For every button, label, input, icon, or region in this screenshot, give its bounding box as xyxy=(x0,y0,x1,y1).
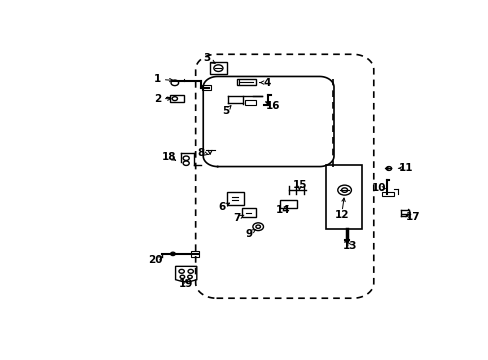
Bar xyxy=(169,95,183,102)
Text: 14: 14 xyxy=(275,205,289,215)
Circle shape xyxy=(337,185,351,195)
Text: 10: 10 xyxy=(371,183,386,193)
Text: 17: 17 xyxy=(406,212,420,222)
Text: 3: 3 xyxy=(203,53,210,63)
Circle shape xyxy=(171,80,178,86)
Circle shape xyxy=(341,188,347,192)
Bar xyxy=(242,208,255,217)
Text: 1: 1 xyxy=(154,74,161,84)
Circle shape xyxy=(170,252,175,256)
Circle shape xyxy=(172,97,177,100)
Bar xyxy=(202,85,210,90)
Text: 4: 4 xyxy=(264,77,271,87)
Text: 15: 15 xyxy=(292,180,306,190)
Text: 6: 6 xyxy=(218,202,225,212)
Bar xyxy=(191,251,199,257)
Text: 20: 20 xyxy=(148,255,163,265)
Circle shape xyxy=(255,225,260,228)
Bar xyxy=(280,200,296,208)
Text: 18: 18 xyxy=(162,152,176,162)
Bar xyxy=(382,192,393,196)
Circle shape xyxy=(183,161,189,166)
Text: 16: 16 xyxy=(265,100,279,111)
Text: 11: 11 xyxy=(398,163,412,173)
Circle shape xyxy=(179,269,184,273)
Text: 7: 7 xyxy=(233,213,241,224)
Circle shape xyxy=(386,167,391,170)
Bar xyxy=(326,165,362,229)
Text: 5: 5 xyxy=(222,106,229,116)
Circle shape xyxy=(252,223,263,231)
Circle shape xyxy=(213,65,223,72)
Bar xyxy=(210,62,226,74)
Text: 8: 8 xyxy=(197,148,204,158)
Bar xyxy=(237,79,256,85)
Circle shape xyxy=(180,275,184,279)
Bar xyxy=(244,100,256,105)
Text: 19: 19 xyxy=(179,279,193,289)
Text: 9: 9 xyxy=(244,229,252,239)
Bar xyxy=(226,192,244,204)
Circle shape xyxy=(188,269,193,273)
Text: 13: 13 xyxy=(342,241,356,251)
Text: 12: 12 xyxy=(334,210,348,220)
Circle shape xyxy=(187,275,192,279)
Circle shape xyxy=(183,156,189,161)
Text: 2: 2 xyxy=(154,94,161,104)
